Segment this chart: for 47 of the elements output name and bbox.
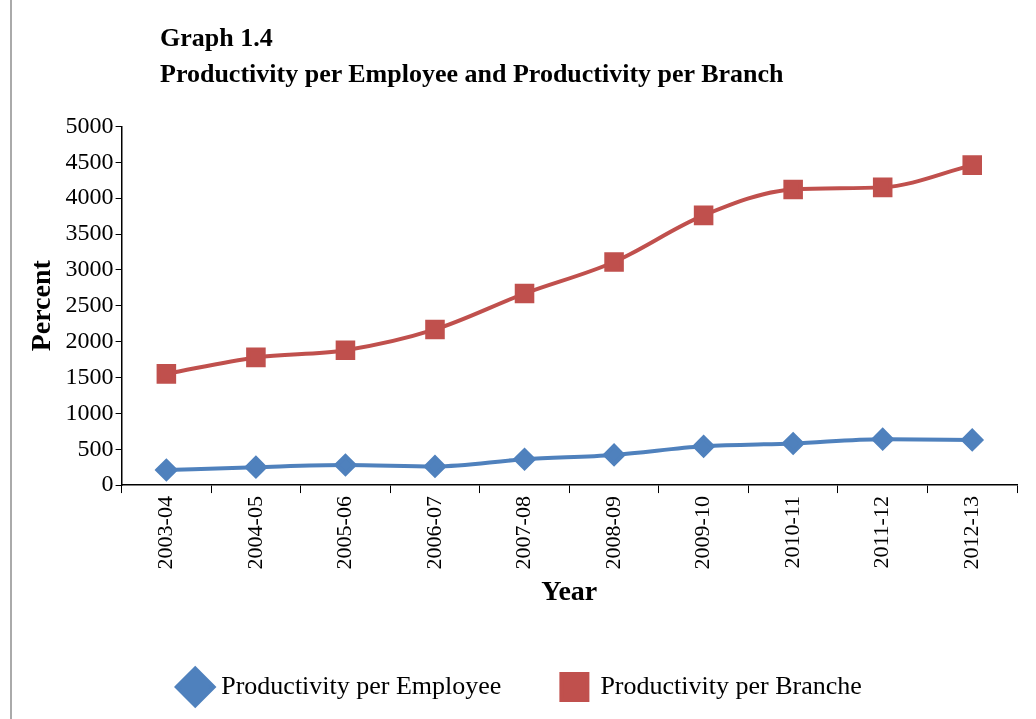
point [156, 364, 177, 384]
x-tick-label: 2005-06 [331, 496, 357, 570]
point [423, 455, 446, 478]
x-tick-label: 2008-09 [599, 496, 625, 570]
point [962, 155, 983, 175]
point [513, 448, 536, 471]
point [244, 456, 267, 479]
y-tick-label: 5000 [65, 111, 114, 138]
y-tick-label: 2500 [65, 291, 114, 318]
y-tick-label: 4000 [65, 183, 114, 210]
point [693, 205, 714, 226]
y-tick-label: 1000 [65, 398, 114, 425]
point [692, 435, 715, 458]
x-tick-label: 2004-05 [241, 496, 267, 570]
x-tick-label: 2007-08 [510, 496, 536, 570]
y-tick-label: 1500 [65, 362, 114, 389]
y-axis-title: Percent [25, 259, 57, 352]
x-tick-label: 2011-12 [868, 496, 894, 569]
point [872, 177, 893, 198]
legend-label: Productivity per Branche [600, 670, 862, 700]
point [246, 347, 266, 368]
y-tick-label: 2000 [65, 326, 114, 353]
point [871, 428, 894, 451]
point [961, 428, 984, 451]
chart-title: Graph 1.4 [160, 22, 274, 54]
point [334, 453, 357, 476]
point [425, 319, 445, 340]
point [783, 179, 803, 200]
y-tick-label: 3000 [65, 255, 114, 282]
y-tick-label: 0 [101, 470, 114, 497]
point [603, 443, 626, 466]
point [155, 459, 178, 482]
legend-label: Productivity per Employee [221, 670, 502, 700]
x-tick-label: 2010-11 [778, 496, 804, 569]
point [514, 283, 535, 304]
x-tick-label: 2006-07 [420, 496, 446, 570]
x-tick-label: 2009-10 [689, 496, 715, 570]
point [335, 340, 356, 360]
point [782, 432, 805, 455]
chart-subtitle: Productivity per Employee and Productivity per Branch [160, 58, 784, 90]
x-tick-label: 2012-13 [958, 496, 984, 570]
x-axis-title: Year [541, 575, 598, 607]
y-tick-label: 4500 [65, 147, 114, 174]
y-tick-label: 500 [77, 434, 114, 461]
point [604, 252, 624, 272]
x-tick-label: 2003-04 [152, 496, 178, 570]
y-tick-label: 3500 [65, 219, 114, 246]
